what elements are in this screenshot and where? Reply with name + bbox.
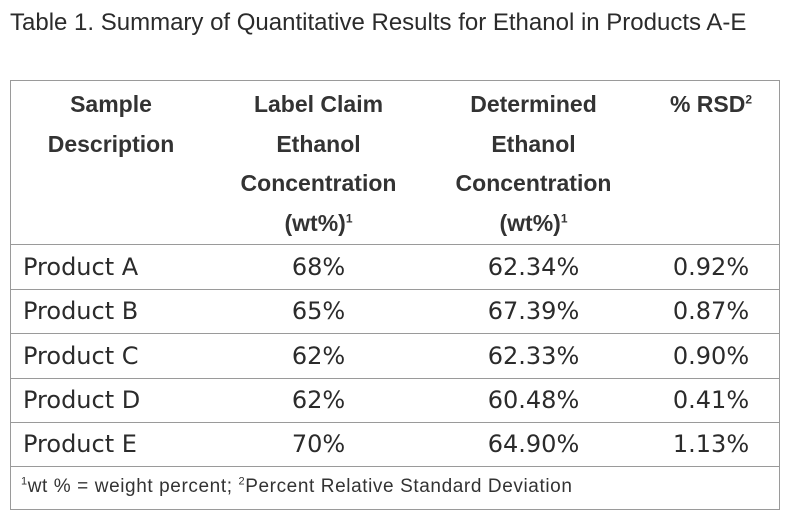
cell-sample: Product B xyxy=(23,297,139,325)
header-line: Concentration xyxy=(240,170,397,196)
cell-label-claim: 62% xyxy=(291,386,346,414)
table-row: Product A 68% 62.34% 0.92% xyxy=(11,244,779,290)
footnote-text: 1wt % = weight percent; 2Percent Relativ… xyxy=(21,476,573,498)
header-line: Sample xyxy=(70,91,152,117)
table-caption: Table 1. Summary of Quantitative Results… xyxy=(10,9,747,36)
header-determined: Determined Ethanol Concentration (wt%)1 xyxy=(426,85,641,243)
header-line: Determined xyxy=(470,91,597,117)
table-row: Product D 62% 60.48% 0.41% xyxy=(11,378,779,423)
cell-determined: 60.48% xyxy=(487,386,580,414)
cell-label-claim: 68% xyxy=(291,252,346,281)
table-footnote: 1wt % = weight percent; 2Percent Relativ… xyxy=(11,466,779,509)
cell-sample: Product A xyxy=(23,252,139,281)
footnote-marker: 2 xyxy=(238,475,246,488)
cell-rsd: 1.13% xyxy=(672,430,750,458)
header-line: (wt%)1 xyxy=(426,204,641,244)
footnote-marker: 1 xyxy=(21,475,28,488)
header-line: Ethanol xyxy=(491,130,576,157)
header-unit: (wt%) xyxy=(284,209,346,236)
header-line: Description xyxy=(47,130,175,157)
footnote-part: Percent Relative Standard Deviation xyxy=(245,476,573,497)
cell-sample: Product E xyxy=(23,430,137,458)
cell-determined: 64.90% xyxy=(487,430,580,458)
cell-sample: Product C xyxy=(23,341,139,370)
header-line: (wt%)1 xyxy=(211,204,426,244)
header-line: Ethanol xyxy=(276,130,361,157)
cell-rsd: 0.41% xyxy=(672,386,750,414)
cell-label-claim: 65% xyxy=(291,297,346,325)
cell-rsd: 0.87% xyxy=(672,297,750,325)
table-row: Product E 70% 64.90% 1.13% xyxy=(11,422,779,467)
header-sample-description: Sample Description xyxy=(11,85,211,164)
cell-determined: 62.34% xyxy=(487,252,580,281)
header-line: Concentration xyxy=(455,170,612,196)
cell-determined: 62.33% xyxy=(487,341,580,370)
cell-rsd: 0.90% xyxy=(672,341,750,370)
cell-label-claim: 70% xyxy=(291,430,346,458)
cell-rsd: 0.92% xyxy=(672,252,750,281)
cell-sample: Product D xyxy=(23,386,141,414)
table-header: Sample Description Label Claim Ethanol C… xyxy=(11,81,779,245)
footnote-marker: 2 xyxy=(745,92,753,107)
header-unit: (wt%) xyxy=(499,209,561,236)
footnote-marker: 1 xyxy=(345,210,353,225)
footnote-marker: 1 xyxy=(560,210,568,225)
table-row: Product B 65% 67.39% 0.87% xyxy=(11,289,779,334)
results-table: Sample Description Label Claim Ethanol C… xyxy=(10,80,780,510)
table-row: Product C 62% 62.33% 0.90% xyxy=(11,333,779,379)
header-rsd: % RSD2 xyxy=(641,85,781,125)
cell-determined: 67.39% xyxy=(487,297,580,325)
header-rsd-label: % RSD xyxy=(669,91,746,117)
footnote-part: wt % = weight percent; xyxy=(27,476,239,497)
header-line: % RSD2 xyxy=(641,85,781,125)
header-label-claim: Label Claim Ethanol Concentration (wt%)1 xyxy=(211,85,426,243)
header-line: Label Claim xyxy=(253,91,384,117)
cell-label-claim: 62% xyxy=(291,341,346,370)
